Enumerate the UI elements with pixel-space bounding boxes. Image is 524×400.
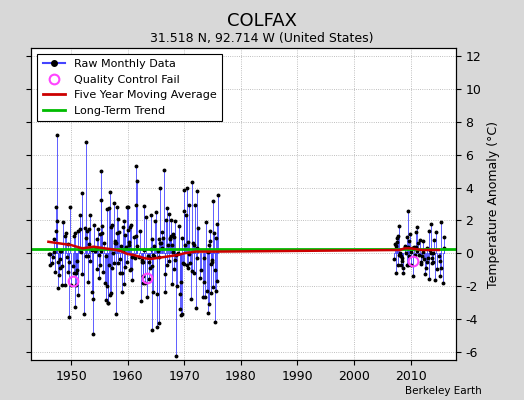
Legend: Raw Monthly Data, Quality Control Fail, Five Year Moving Average, Long-Term Tren: Raw Monthly Data, Quality Control Fail, … bbox=[37, 54, 222, 121]
Text: 31.518 N, 92.714 W (United States): 31.518 N, 92.714 W (United States) bbox=[150, 32, 374, 45]
Text: COLFAX: COLFAX bbox=[227, 12, 297, 30]
Text: Berkeley Earth: Berkeley Earth bbox=[406, 386, 482, 396]
Y-axis label: Temperature Anomaly (°C): Temperature Anomaly (°C) bbox=[487, 120, 500, 288]
